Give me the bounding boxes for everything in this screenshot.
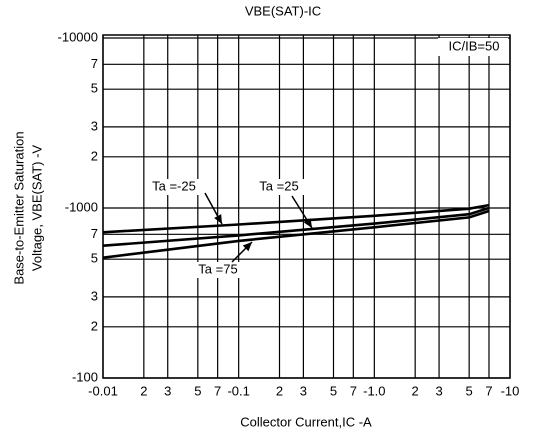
- y-tick-label: 2: [91, 148, 98, 163]
- x-tick-label: 5: [466, 383, 473, 398]
- annotation: IC/IB=50: [449, 38, 500, 53]
- plot-area: [102, 34, 511, 379]
- x-tick-label: 7: [214, 383, 221, 398]
- y-tick-label: 3: [91, 118, 98, 133]
- x-tick-label: 2: [276, 383, 283, 398]
- arrow-head: [303, 218, 312, 228]
- y-tick-label: 2: [91, 318, 98, 333]
- series-line: [102, 203, 490, 234]
- label-bg: [251, 179, 307, 195]
- x-tick-label: -10: [501, 383, 520, 398]
- y-tick-label: -1000: [65, 199, 98, 214]
- y-tick-label: -100: [72, 369, 98, 384]
- y-tick-label: 7: [91, 56, 98, 71]
- x-tick-label: 3: [435, 383, 442, 398]
- series-line: [102, 209, 490, 259]
- y-axis-label: Voltage, VBE(SAT) -V: [29, 145, 44, 272]
- x-tick-label: 7: [350, 383, 357, 398]
- label-bg: [146, 179, 202, 195]
- x-axis-label: Collector Current,IC -A: [240, 414, 372, 429]
- x-tick-label: -0.1: [227, 383, 249, 398]
- arrow-head: [214, 214, 222, 224]
- y-tick-label: -10000: [58, 29, 98, 44]
- x-tick-label: -0.01: [88, 383, 118, 398]
- x-tick-label: 5: [194, 383, 201, 398]
- x-tick-label: 7: [485, 383, 492, 398]
- y-tick-label: 7: [91, 226, 98, 241]
- y-tick-label: 5: [91, 251, 98, 266]
- y-axis-label: Base-to-Emitter Saturation: [11, 131, 26, 284]
- arrow-head: [242, 242, 252, 252]
- series-label: Ta =75: [198, 261, 237, 276]
- y-tick-label: 5: [91, 81, 98, 96]
- x-tick-label: -1.0: [363, 383, 385, 398]
- x-tick-label: 3: [164, 383, 171, 398]
- x-tick-label: 3: [300, 383, 307, 398]
- x-tick-label: 5: [330, 383, 337, 398]
- series-label: Ta =25: [259, 178, 298, 193]
- label-bg: [190, 262, 246, 278]
- x-tick-label: 2: [412, 383, 419, 398]
- annotation-box: [438, 38, 508, 56]
- chart-title: VBE(SAT)-IC: [245, 3, 321, 18]
- series-line: [102, 206, 490, 247]
- x-tick-label: 2: [140, 383, 147, 398]
- series-label: Ta =-25: [152, 178, 196, 193]
- y-tick-label: 3: [91, 288, 98, 303]
